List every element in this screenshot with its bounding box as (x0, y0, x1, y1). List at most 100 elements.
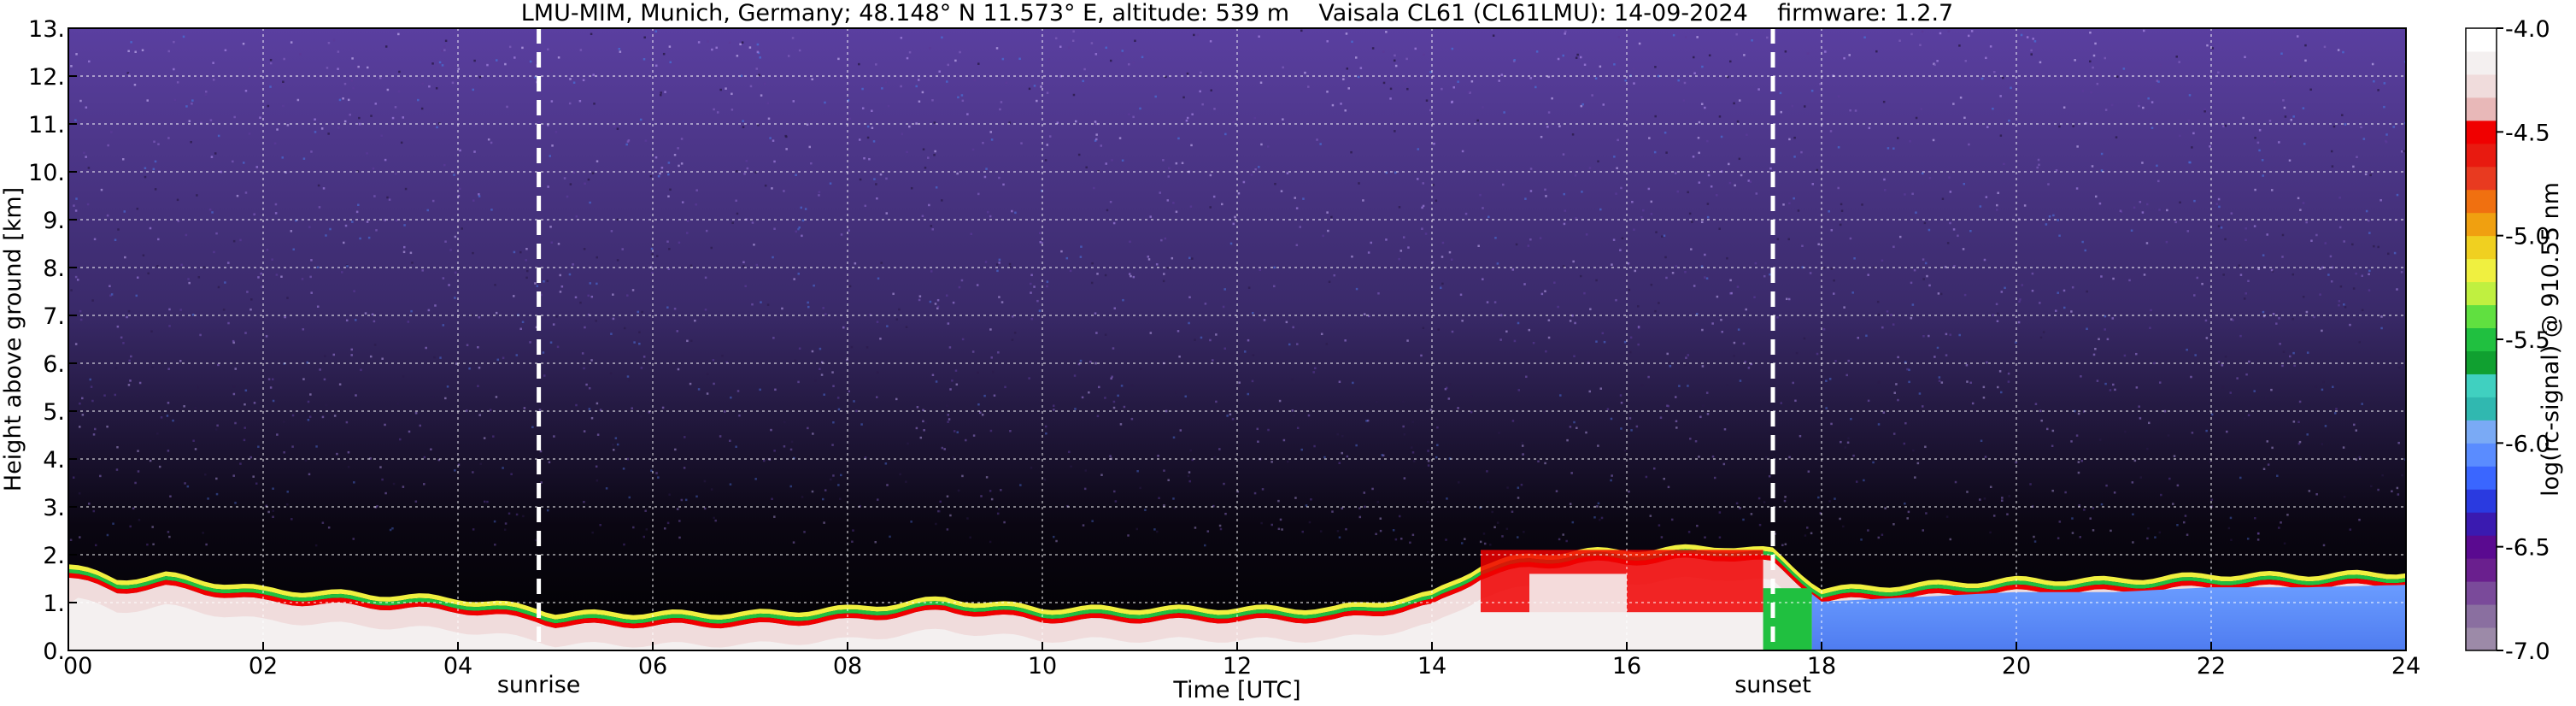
noise-speck (547, 124, 549, 126)
noise-speck (2172, 503, 2174, 505)
noise-speck (204, 93, 208, 97)
noise-speck (2146, 537, 2149, 540)
noise-speck (392, 482, 396, 485)
noise-speck (1649, 515, 1652, 517)
noise-speck (244, 389, 248, 392)
noise-speck (1435, 456, 1438, 459)
noise-speck (2033, 535, 2035, 538)
noise-speck (933, 121, 936, 124)
noise-speck (1966, 380, 1969, 383)
noise-speck (2337, 49, 2340, 51)
noise-speck (308, 415, 312, 418)
noise-speck (918, 79, 920, 81)
noise-speck (1188, 256, 1191, 260)
noise-speck (721, 355, 724, 357)
noise-speck (1810, 532, 1813, 535)
noise-speck (1119, 423, 1123, 426)
noise-speck (457, 68, 460, 70)
noise-speck (959, 50, 961, 54)
noise-speck (504, 522, 508, 525)
colorbar-band (2466, 166, 2497, 191)
noise-speck (1723, 428, 1727, 431)
noise-speck (1009, 430, 1012, 432)
noise-speck (1881, 326, 1884, 329)
noise-speck (1323, 456, 1326, 459)
y-tick-label: 2. (43, 543, 65, 569)
noise-speck (880, 262, 883, 264)
noise-speck (947, 421, 949, 423)
sun-markers (537, 28, 1775, 650)
noise-speck (960, 94, 964, 97)
noise-speck (1563, 222, 1566, 226)
noise-speck (956, 431, 959, 433)
noise-speck (99, 474, 102, 478)
noise-speck (669, 188, 672, 191)
noise-speck (1094, 362, 1097, 365)
noise-speck (2281, 256, 2284, 258)
noise-speck (1591, 94, 1593, 97)
noise-speck (1095, 122, 1098, 126)
noise-speck (1982, 396, 1986, 399)
noise-speck (1952, 228, 1956, 231)
noise-speck (941, 446, 944, 450)
noise-speck (1083, 68, 1086, 71)
noise-speck (117, 228, 120, 231)
noise-speck (1238, 381, 1241, 384)
noise-speck (756, 50, 760, 54)
noise-speck (1222, 305, 1225, 309)
noise-speck (549, 155, 552, 157)
noise-speck (858, 138, 861, 141)
noise-speck (2074, 409, 2076, 413)
noise-speck (616, 259, 619, 262)
noise-speck (2158, 381, 2162, 384)
noise-speck (789, 448, 793, 451)
noise-speck (2098, 202, 2102, 205)
noise-speck (851, 540, 854, 544)
noise-speck (1654, 309, 1657, 313)
noise-speck (1893, 391, 1897, 394)
noise-speck (1810, 89, 1814, 92)
noise-speck (678, 241, 681, 244)
noise-speck (1338, 462, 1341, 464)
noise-speck (85, 106, 88, 109)
noise-speck (281, 156, 284, 159)
noise-speck (1285, 321, 1288, 324)
noise-speck (1341, 507, 1344, 509)
noise-speck (1043, 478, 1047, 481)
noise-speck (441, 64, 444, 67)
noise-speck (985, 168, 988, 170)
noise-speck (1616, 167, 1618, 169)
noise-speck (2256, 532, 2260, 535)
noise-speck (643, 57, 646, 61)
noise-speck (1886, 310, 1889, 313)
noise-speck (1128, 273, 1131, 275)
noise-speck (947, 414, 950, 416)
noise-speck (1515, 243, 1518, 246)
y-tick-label: 11. (28, 112, 65, 138)
noise-speck (1112, 406, 1116, 409)
noise-speck (397, 90, 401, 93)
noise-speck (1747, 179, 1751, 182)
noise-speck (1597, 160, 1599, 163)
noise-speck (774, 388, 777, 391)
noise-speck (1897, 356, 1899, 359)
noise-speck (1797, 209, 1800, 212)
noise-speck (1910, 316, 1913, 320)
noise-speck (472, 528, 475, 531)
noise-speck (710, 246, 713, 250)
noise-speck (2370, 485, 2373, 488)
noise-speck (1547, 75, 1550, 79)
noise-speck (612, 317, 615, 321)
noise-speck (1784, 543, 1787, 545)
noise-speck (2236, 377, 2239, 379)
noise-speck (1529, 77, 1532, 79)
noise-speck (1647, 375, 1650, 379)
noise-speck (2036, 166, 2039, 169)
noise-speck (2071, 285, 2074, 289)
noise-speck (2051, 489, 2054, 492)
noise-speck (2077, 412, 2080, 415)
noise-speck (2007, 380, 2010, 383)
noise-speck (1300, 29, 1303, 32)
noise-speck (1776, 238, 1780, 241)
noise-speck (402, 245, 406, 249)
